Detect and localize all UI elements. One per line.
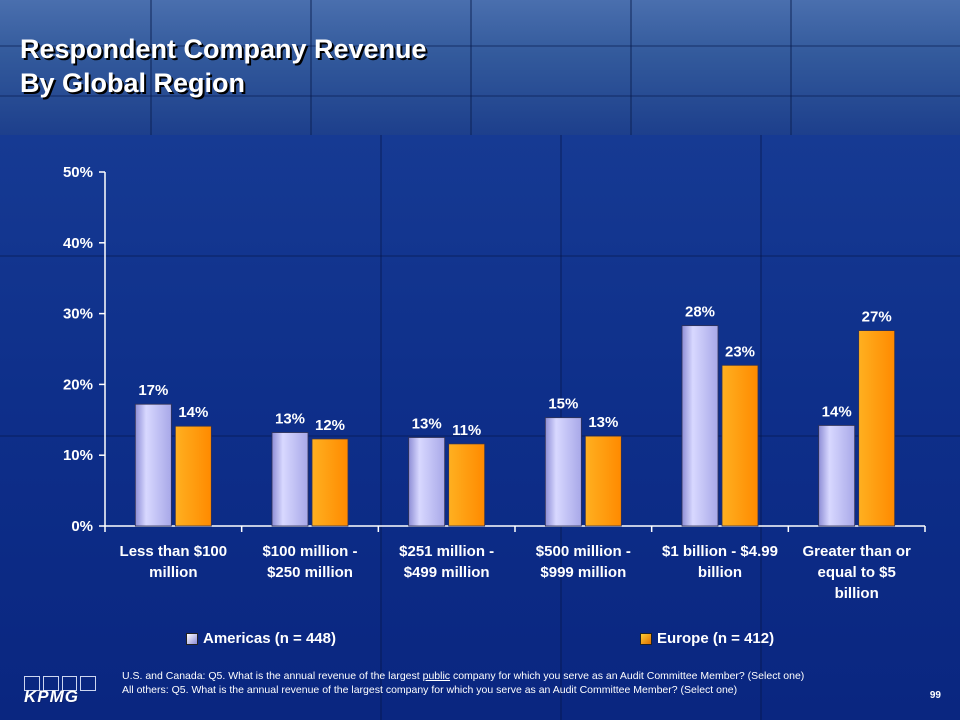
y-tick-label: 50%: [63, 164, 93, 181]
bar-europe: [858, 330, 896, 527]
data-label-europe: 23%: [725, 343, 755, 360]
bar-americas: [818, 425, 856, 527]
header-background: [0, 0, 960, 135]
bar-europe: [721, 364, 759, 527]
bar-americas: [544, 417, 582, 527]
x-tick-label-line: billion: [835, 585, 879, 602]
y-tick-label: 10%: [63, 447, 93, 464]
x-tick-label-line: $251 million -: [399, 543, 494, 560]
logo-text: KPMG: [24, 687, 79, 706]
y-tick-label: 0%: [71, 518, 93, 535]
footnote-line-1: U.S. and Canada: Q5. What is the annual …: [122, 670, 805, 682]
data-label-americas: 13%: [275, 411, 305, 428]
x-tick-label: $251 million - $499 million: [399, 543, 494, 581]
x-tick-label-line: $999 million: [540, 564, 626, 581]
x-tick-label-line: Greater than or: [802, 543, 911, 560]
title-line-1: Respondent Company Revenue: [20, 34, 427, 64]
bar-europe: [584, 435, 622, 527]
data-label-americas: 14%: [822, 403, 852, 420]
x-tick-label-line: billion: [698, 564, 742, 581]
data-label-europe: 13%: [588, 414, 618, 431]
footnote-line-2: All others: Q5. What is the annual reven…: [122, 684, 738, 696]
x-tick-label: $500 million - $999 million: [536, 543, 631, 581]
x-tick-label-line: Less than $100: [120, 543, 228, 560]
x-tick-label-line: $500 million -: [536, 543, 631, 560]
legend-label-americas: Americas (n = 448): [203, 630, 336, 647]
legend-item-americas: Americas (n = 448): [186, 630, 336, 647]
bar-europe: [174, 425, 212, 527]
footnote: U.S. and Canada: Q5. What is the annual …: [122, 669, 862, 697]
x-tick-label-line: equal to $5: [817, 564, 895, 581]
title-line-2: By Global Region: [20, 68, 246, 98]
x-tick-label: $1 billion - $4.99 billion: [662, 543, 778, 581]
x-tick-label: Less than $100 million: [120, 543, 228, 581]
slide-title: Respondent Company Revenue By Global Reg…: [20, 32, 427, 100]
bar-europe: [448, 443, 486, 527]
legend-swatch-americas: [186, 632, 198, 645]
x-tick-label-line: $1 billion - $4.99: [662, 543, 778, 560]
x-tick-label: $100 million - $250 million: [262, 543, 357, 581]
legend-label-europe: Europe (n = 412): [657, 630, 775, 647]
x-tick-label-line: $100 million -: [262, 543, 357, 560]
data-label-europe: 14%: [178, 404, 208, 421]
x-tick-label-line: $499 million: [404, 564, 490, 581]
bar-americas: [271, 432, 309, 527]
bar-europe: [311, 438, 349, 527]
x-tick-label-line: million: [149, 564, 197, 581]
x-tick-label-line: $250 million: [267, 564, 353, 581]
bar-americas: [408, 437, 446, 527]
data-label-europe: 12%: [315, 417, 345, 434]
data-label-americas: 15%: [548, 396, 578, 413]
x-tick-label: Greater than or equal to $5 billion: [802, 543, 911, 602]
y-tick-label: 30%: [63, 306, 93, 323]
data-label-europe: 11%: [452, 422, 481, 439]
bar-americas: [134, 403, 172, 527]
legend-item-europe: Europe (n = 412): [640, 630, 774, 647]
data-label-americas: 17%: [138, 382, 168, 399]
data-label-americas: 13%: [412, 416, 442, 433]
y-tick-label: 20%: [63, 376, 93, 393]
data-label-europe: 27%: [862, 309, 892, 326]
legend-swatch-europe: [640, 632, 652, 645]
bar-americas: [681, 325, 719, 527]
page-number: 99: [929, 690, 941, 701]
kpmg-logo: KPMG: [24, 676, 96, 706]
y-tick-label: 40%: [63, 235, 93, 252]
data-label-americas: 28%: [685, 304, 715, 321]
